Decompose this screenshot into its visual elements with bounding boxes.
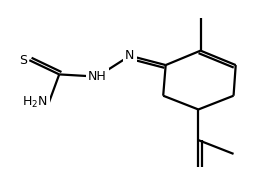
Text: H$_2$N: H$_2$N	[22, 95, 47, 110]
Text: S: S	[19, 54, 27, 67]
Text: N: N	[125, 49, 135, 62]
Text: NH: NH	[88, 70, 107, 83]
